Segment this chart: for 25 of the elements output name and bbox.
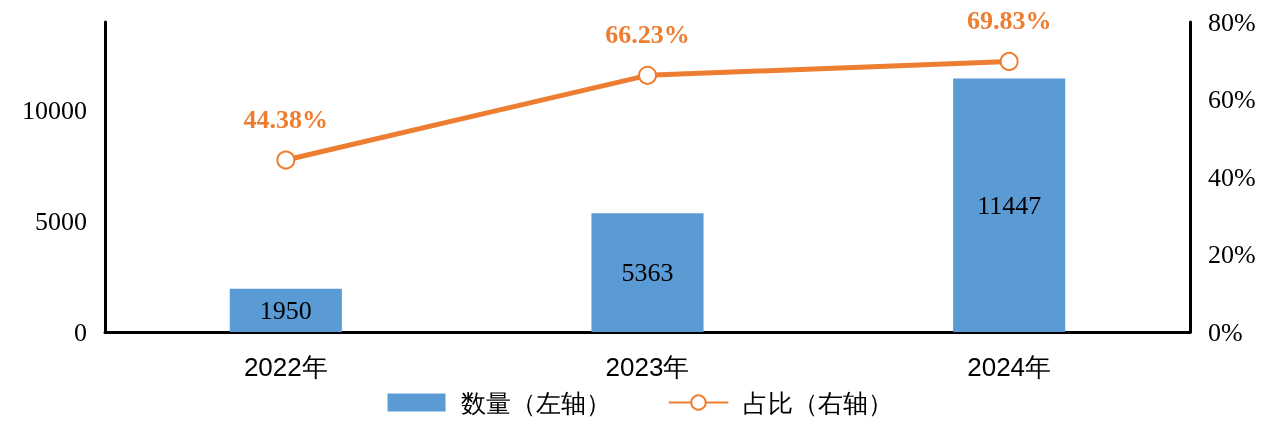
x-tick-label: 2022年 bbox=[243, 352, 328, 382]
y2-tick-label: 20% bbox=[1208, 240, 1256, 269]
legend-label: 占比（右轴） bbox=[742, 388, 893, 417]
y2-tick-label: 0% bbox=[1208, 317, 1243, 347]
data-label: 5363 bbox=[621, 258, 674, 288]
bar bbox=[953, 78, 1066, 332]
y-tick-label: 5000 bbox=[35, 206, 87, 236]
data-label: 69.83% bbox=[966, 6, 1052, 36]
data-label: 44.38% bbox=[243, 105, 329, 135]
point bbox=[999, 51, 1019, 71]
y-tick-label: 10000 bbox=[22, 96, 87, 126]
bar bbox=[229, 288, 342, 332]
y2-tick-label: 60% bbox=[1208, 85, 1256, 114]
bar bbox=[591, 213, 704, 332]
data-label: 66.23% bbox=[605, 20, 690, 50]
y-tick-label: 0 bbox=[74, 317, 87, 347]
x-tick-label: 2023年 bbox=[605, 352, 690, 382]
data-label: 1950 bbox=[259, 295, 312, 325]
point bbox=[276, 150, 296, 170]
point bbox=[638, 65, 657, 85]
data-label: 11447 bbox=[977, 190, 1042, 220]
x-tick-label: 2024年 bbox=[967, 352, 1052, 382]
y2-tick-label: 80% bbox=[1208, 7, 1256, 37]
legend-label: 数量（左轴） bbox=[460, 388, 611, 417]
y2-tick-label: 40% bbox=[1208, 162, 1256, 192]
